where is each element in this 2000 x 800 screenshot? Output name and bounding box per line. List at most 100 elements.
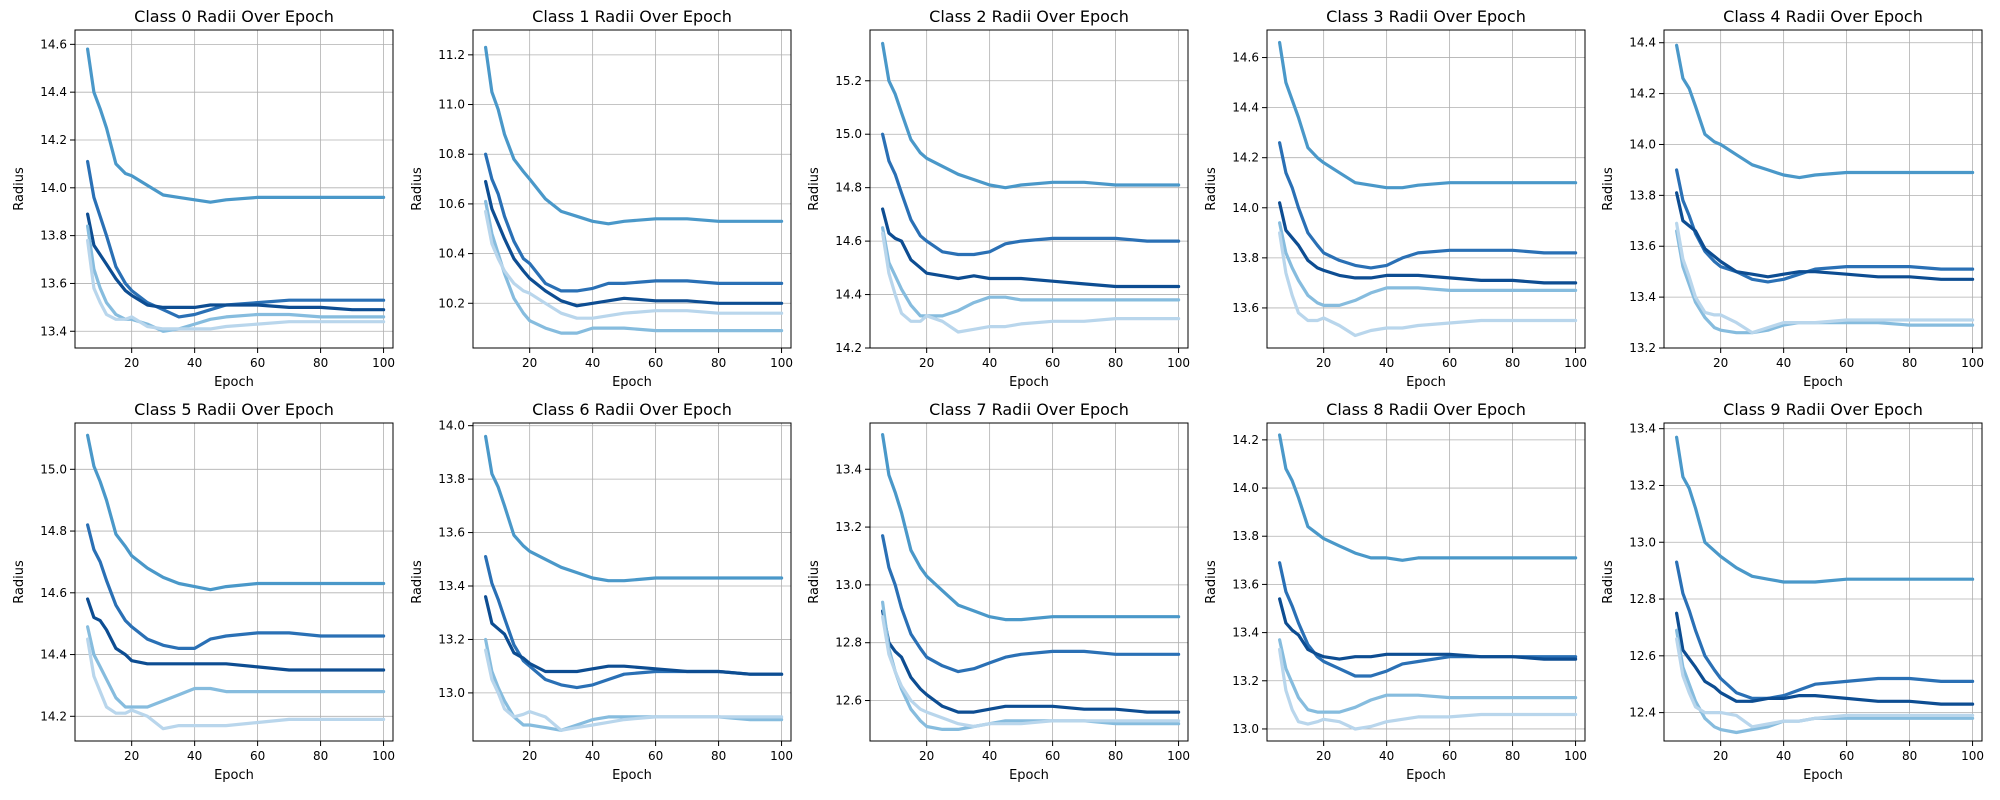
y-axis-label: Radius: [12, 167, 27, 211]
series-line-3: [484, 179, 784, 308]
y-tick-label: 14.8: [40, 524, 67, 538]
y-tick-label: 13.4: [1232, 626, 1259, 640]
chart-title: Class 2 Radii Over Epoch: [929, 7, 1129, 26]
x-tick-label: 20: [1713, 356, 1728, 370]
y-tick-label: 13.4: [438, 579, 465, 593]
y-axis-label: Radius: [410, 167, 425, 211]
y-tick-label: 13.6: [1629, 239, 1656, 253]
x-axis-label: Epoch: [1406, 768, 1446, 783]
series-line-3: [881, 609, 1181, 714]
plot-frame: [869, 29, 1189, 349]
y-tick-label: 13.8: [1232, 251, 1259, 265]
chart-title: Class 4 Radii Over Epoch: [1723, 7, 1923, 26]
subplot-class-9: 20 40 60 80 100 12.4 12.6 12.8 13.0 13.2 13.4 Class…: [1601, 400, 1984, 783]
y-tick-label: 12.8: [1629, 592, 1656, 606]
subplot-class-2: 20 40 60 80 100 14.2 14.4 14.6 14.8 15.0 15.2 Class…: [807, 7, 1190, 390]
y-tick-label: 13.6: [438, 526, 465, 540]
chart-title: Class 0 Radii Over Epoch: [134, 7, 334, 26]
series-line-1: [1278, 40, 1578, 190]
x-tick-label: 60: [1442, 749, 1457, 763]
y-tick-label: 13.2: [438, 632, 465, 646]
y-tick-label: 14.0: [40, 181, 67, 195]
y-tick-label: 13.2: [1629, 478, 1656, 492]
series-line-2: [881, 132, 1181, 257]
series-line-1: [1675, 43, 1975, 180]
chart-title: Class 3 Radii Over Epoch: [1326, 7, 1526, 26]
series-line-5: [881, 615, 1181, 729]
y-tick-label: 14.4: [835, 288, 862, 302]
series-line-4: [1278, 638, 1578, 714]
plot-frame: [1266, 29, 1586, 349]
chart-title: Class 9 Radii Over Epoch: [1723, 400, 1923, 419]
chart-title: Class 1 Radii Over Epoch: [532, 7, 732, 26]
plot-frame: [74, 29, 394, 349]
y-tick-label: 10.2: [438, 296, 465, 310]
series-line-3: [86, 212, 386, 312]
subplot-class-5: 20 40 60 80 100 14.2 14.4 14.6 14.8 15.0 Class 5 R…: [12, 400, 395, 783]
x-axis-label: Epoch: [612, 768, 652, 783]
series-line-4: [881, 226, 1181, 318]
chart-title: Class 5 Radii Over Epoch: [134, 400, 334, 419]
y-tick-label: 14.4: [40, 648, 67, 662]
x-tick-label: 100: [1961, 749, 1984, 763]
y-tick-label: 14.6: [1232, 51, 1259, 65]
x-tick-label: 40: [1379, 356, 1394, 370]
x-axis-label: Epoch: [1009, 768, 1049, 783]
x-tick-label: 80: [1108, 356, 1123, 370]
y-tick-label: 13.2: [835, 520, 862, 534]
y-tick-label: 15.0: [835, 127, 862, 141]
x-tick-label: 100: [1961, 356, 1984, 370]
y-tick-label: 14.6: [835, 234, 862, 248]
x-tick-label: 60: [250, 749, 265, 763]
series-line-5: [1278, 231, 1578, 338]
x-tick-label: 20: [919, 749, 934, 763]
x-tick-label: 80: [711, 749, 726, 763]
y-tick-label: 12.6: [835, 694, 862, 708]
x-tick-label: 60: [648, 356, 663, 370]
x-tick-label: 80: [1108, 749, 1123, 763]
y-tick-label: 14.0: [1232, 201, 1259, 215]
plot-frame: [1663, 422, 1983, 742]
y-tick-label: 14.0: [438, 419, 465, 433]
series-line-3: [86, 597, 386, 672]
y-tick-label: 12.8: [835, 636, 862, 650]
x-tick-label: 40: [1379, 749, 1394, 763]
x-tick-label: 20: [522, 356, 537, 370]
series-line-3: [1278, 597, 1578, 661]
y-tick-label: 14.6: [40, 37, 67, 51]
series-line-1: [86, 47, 386, 204]
y-tick-label: 13.6: [40, 276, 67, 290]
x-tick-label: 40: [982, 356, 997, 370]
x-tick-label: 60: [1839, 356, 1854, 370]
subplot-class-0: 20 40 60 80 100 13.4 13.6 13.8 14.0 14.2 14.4 14.6 C…: [12, 7, 395, 390]
x-tick-label: 40: [982, 749, 997, 763]
x-tick-label: 60: [1442, 356, 1457, 370]
y-tick-label: 14.6: [40, 586, 67, 600]
y-tick-label: 14.4: [40, 85, 67, 99]
y-tick-label: 13.0: [438, 686, 465, 700]
series-line-1: [881, 41, 1181, 190]
y-tick-label: 10.6: [438, 197, 465, 211]
y-tick-label: 13.8: [438, 472, 465, 486]
y-axis-label: Radius: [1204, 560, 1219, 604]
y-tick-label: 15.2: [835, 74, 862, 88]
series-line-2: [484, 152, 784, 293]
series-line-2: [86, 523, 386, 650]
y-tick-label: 13.8: [1629, 188, 1656, 202]
y-tick-label: 14.8: [835, 181, 862, 195]
series-line-2: [86, 159, 386, 319]
x-tick-label: 60: [1045, 356, 1060, 370]
y-tick-label: 12.6: [1629, 649, 1656, 663]
x-axis-label: Epoch: [1406, 375, 1446, 390]
subplot-class-4: 20 40 60 80 100 13.2 13.4 13.6 13.8 14.0 14.2 14.4 C…: [1601, 7, 1984, 390]
series-line-1: [1675, 435, 1975, 584]
subplot-class-6: 20 40 60 80 100 13.0 13.2 13.4 13.6 13.8 14.0 Class…: [410, 400, 793, 783]
y-tick-label: 14.0: [1232, 481, 1259, 495]
y-tick-label: 13.4: [40, 324, 67, 338]
series-line-5: [1675, 221, 1975, 335]
plot-frame: [1266, 422, 1586, 742]
y-axis-label: Radius: [410, 560, 425, 604]
y-tick-label: 13.6: [1232, 577, 1259, 591]
plot-frame: [472, 29, 792, 349]
y-tick-label: 13.2: [1232, 674, 1259, 688]
